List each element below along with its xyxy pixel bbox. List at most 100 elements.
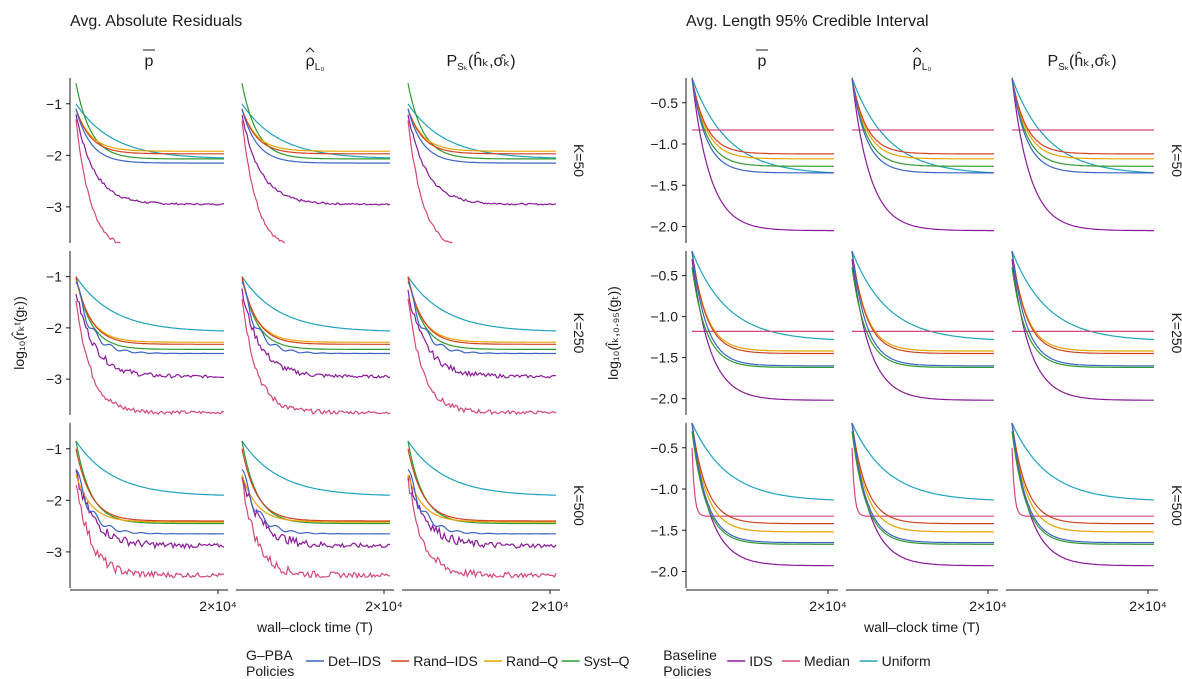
series-line-syst-q bbox=[407, 83, 556, 160]
series-line-ids bbox=[407, 114, 557, 206]
series-line-syst-q bbox=[851, 267, 994, 368]
series-line-rand-ids bbox=[407, 448, 556, 522]
y-axis-label-1: log₁₀(r̂ₖᵗ(gₜ)) bbox=[10, 296, 27, 369]
series-line-uniform bbox=[851, 250, 994, 341]
series-line-ids bbox=[407, 474, 557, 549]
y-tick-label: −1 bbox=[46, 441, 62, 457]
panel-2-row-2-col-1 bbox=[691, 250, 834, 401]
y-axis-row-3: −1 −2 −3 bbox=[46, 423, 71, 588]
panel-1-row-3-col-2 bbox=[241, 440, 391, 580]
y-tick-label: −3 bbox=[46, 199, 62, 215]
series-line-uniform bbox=[75, 440, 224, 496]
series-line-rand-q bbox=[241, 279, 390, 343]
y-tick-label: −0.5 bbox=[650, 95, 678, 111]
series-line-rand-ids bbox=[75, 276, 224, 345]
series-line-uniform bbox=[241, 103, 390, 159]
panel-1-row-1-col-1 bbox=[75, 83, 224, 244]
series-line-ids bbox=[75, 114, 224, 206]
series-line-rand-ids bbox=[691, 422, 834, 525]
series-line-syst-q bbox=[691, 267, 834, 368]
y-tick-label: −2.0 bbox=[650, 219, 678, 235]
x-tick-label: 2×10⁴ bbox=[199, 598, 237, 614]
y-tick-label: −1.5 bbox=[650, 350, 678, 366]
legend-entry-median: Median bbox=[782, 653, 850, 669]
legend-label: Median bbox=[804, 653, 850, 669]
series-line-ids bbox=[1011, 77, 1154, 232]
series-line-ids bbox=[407, 289, 557, 379]
column-header-2: ρL₀ bbox=[305, 47, 324, 73]
series-line-det-ids bbox=[75, 469, 225, 535]
series-line-uniform bbox=[1011, 422, 1154, 501]
y-tick-label: −1.5 bbox=[650, 522, 678, 538]
series-line-det-ids bbox=[851, 250, 994, 367]
series-line-syst-q bbox=[691, 431, 834, 545]
y-axis-row-1: −1 −2 −3 bbox=[46, 78, 71, 243]
y-tick-label: −2.0 bbox=[650, 564, 678, 580]
panel-2-row-2-col-2 bbox=[851, 250, 994, 401]
series-line-rand-ids bbox=[241, 448, 390, 522]
legend-label: Uniform bbox=[882, 653, 931, 669]
series-line-det-ids bbox=[407, 469, 557, 535]
x-axis-panel-1-col-3: 2×10⁴ bbox=[402, 589, 569, 614]
series-line-det-ids bbox=[851, 422, 994, 544]
series-line-syst-q bbox=[851, 77, 994, 167]
series-line-ids bbox=[851, 77, 994, 232]
column-header-3: PSₖ(ĥₖ,σ̂ₖ) bbox=[446, 51, 515, 73]
series-line-median bbox=[407, 120, 453, 244]
legend-label: Det–IDS bbox=[328, 653, 381, 669]
column-header-label: ρL₀ bbox=[913, 53, 932, 73]
series-line-syst-q bbox=[241, 276, 390, 350]
series-line-rand-q bbox=[851, 77, 994, 160]
panel-1-row-1-col-2 bbox=[241, 83, 391, 244]
column-header-label: PSₖ(ĥₖ,σ̂ₖ) bbox=[446, 51, 515, 73]
series-line-rand-q bbox=[75, 108, 224, 152]
series-line-rand-q bbox=[691, 250, 834, 352]
y-axis-row-2: −1 −2 −3 bbox=[46, 251, 71, 415]
x-axis-label-2: wall–clock time (T) bbox=[863, 619, 980, 635]
series-line-syst-q bbox=[1011, 267, 1154, 368]
panel-2-row-3-col-1 bbox=[691, 422, 834, 567]
series-line-rand-q bbox=[1011, 77, 1154, 160]
series-line-rand-ids bbox=[75, 448, 224, 522]
series-line-rand-ids bbox=[241, 276, 390, 345]
series-line-rand-q bbox=[851, 250, 994, 352]
series-line-uniform bbox=[407, 276, 557, 332]
x-tick-label: 2×10⁴ bbox=[365, 598, 403, 614]
series-line-uniform bbox=[851, 77, 995, 174]
series-line-det-ids bbox=[407, 108, 556, 164]
y-axis-row-3: −0.5 −1.0 −1.5 −2.0 bbox=[650, 423, 687, 588]
row-strip-k-250: K=250 bbox=[571, 313, 587, 354]
series-line-rand-ids bbox=[691, 250, 834, 355]
hat-accent bbox=[305, 47, 315, 53]
series-line-det-ids bbox=[1011, 77, 1154, 174]
column-header-label: PSₖ(ĥₖ,σ̂ₖ) bbox=[1047, 51, 1116, 73]
series-line-median bbox=[75, 301, 225, 416]
series-line-median bbox=[691, 447, 834, 517]
series-line-syst-q bbox=[75, 276, 224, 350]
series-line-syst-q bbox=[691, 77, 834, 167]
series-line-syst-q bbox=[1011, 431, 1154, 545]
series-line-rand-ids bbox=[851, 422, 994, 525]
y-axis-label-2: log₁₀(l̂ₖ,₀.₉₅(gₜ)) bbox=[604, 286, 621, 380]
y-tick-label: −3 bbox=[46, 371, 62, 387]
legend-label: Rand–IDS bbox=[413, 653, 478, 669]
series-line-syst-q bbox=[75, 83, 224, 160]
panel-1-row-2-col-1 bbox=[75, 276, 225, 416]
column-header-3: PSₖ(ĥₖ,σ̂ₖ) bbox=[1047, 51, 1116, 73]
series-line-det-ids bbox=[1011, 422, 1154, 544]
series-line-det-ids bbox=[851, 77, 994, 174]
series-line-median bbox=[1011, 447, 1154, 517]
row-strip-k-50: K=50 bbox=[1169, 144, 1182, 177]
series-line-rand-q bbox=[75, 474, 224, 523]
series-line-uniform bbox=[407, 440, 556, 496]
series-line-uniform bbox=[241, 440, 390, 496]
series-line-median bbox=[851, 447, 994, 517]
x-axis-panel-2-col-2: 2×10⁴ bbox=[846, 589, 1007, 614]
x-axis-label-1: wall–clock time (T) bbox=[256, 619, 373, 635]
legend-label: IDS bbox=[749, 653, 772, 669]
series-line-uniform bbox=[1011, 77, 1155, 174]
row-strip-k-250: K=250 bbox=[1169, 313, 1182, 354]
